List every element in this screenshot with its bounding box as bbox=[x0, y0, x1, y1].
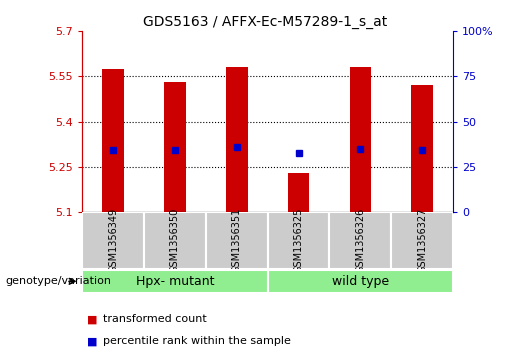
Text: GSM1356325: GSM1356325 bbox=[294, 208, 304, 273]
Bar bbox=[288, 173, 310, 212]
Bar bbox=[206, 212, 268, 269]
Bar bbox=[268, 270, 453, 293]
Text: GSM1356350: GSM1356350 bbox=[170, 208, 180, 273]
Text: transformed count: transformed count bbox=[103, 314, 207, 325]
Bar bbox=[82, 270, 268, 293]
Text: wild type: wild type bbox=[332, 275, 389, 288]
Text: ■: ■ bbox=[87, 314, 98, 325]
Bar bbox=[226, 67, 248, 212]
Bar bbox=[102, 69, 124, 212]
Text: percentile rank within the sample: percentile rank within the sample bbox=[103, 336, 291, 346]
Bar bbox=[350, 67, 371, 212]
Text: ■: ■ bbox=[87, 336, 98, 346]
Bar bbox=[144, 212, 206, 269]
Text: GSM1356326: GSM1356326 bbox=[356, 208, 365, 273]
Text: GSM1356327: GSM1356327 bbox=[417, 208, 427, 273]
Bar bbox=[82, 212, 144, 269]
Text: GSM1356349: GSM1356349 bbox=[108, 208, 118, 273]
Text: Hpx- mutant: Hpx- mutant bbox=[136, 275, 214, 288]
Bar bbox=[330, 212, 391, 269]
Text: GDS5163 / AFFX-Ec-M57289-1_s_at: GDS5163 / AFFX-Ec-M57289-1_s_at bbox=[143, 15, 387, 29]
Bar bbox=[164, 82, 186, 212]
Text: GSM1356351: GSM1356351 bbox=[232, 208, 242, 273]
Bar bbox=[411, 85, 433, 212]
Text: genotype/variation: genotype/variation bbox=[5, 276, 111, 286]
Bar bbox=[268, 212, 330, 269]
Bar bbox=[391, 212, 453, 269]
